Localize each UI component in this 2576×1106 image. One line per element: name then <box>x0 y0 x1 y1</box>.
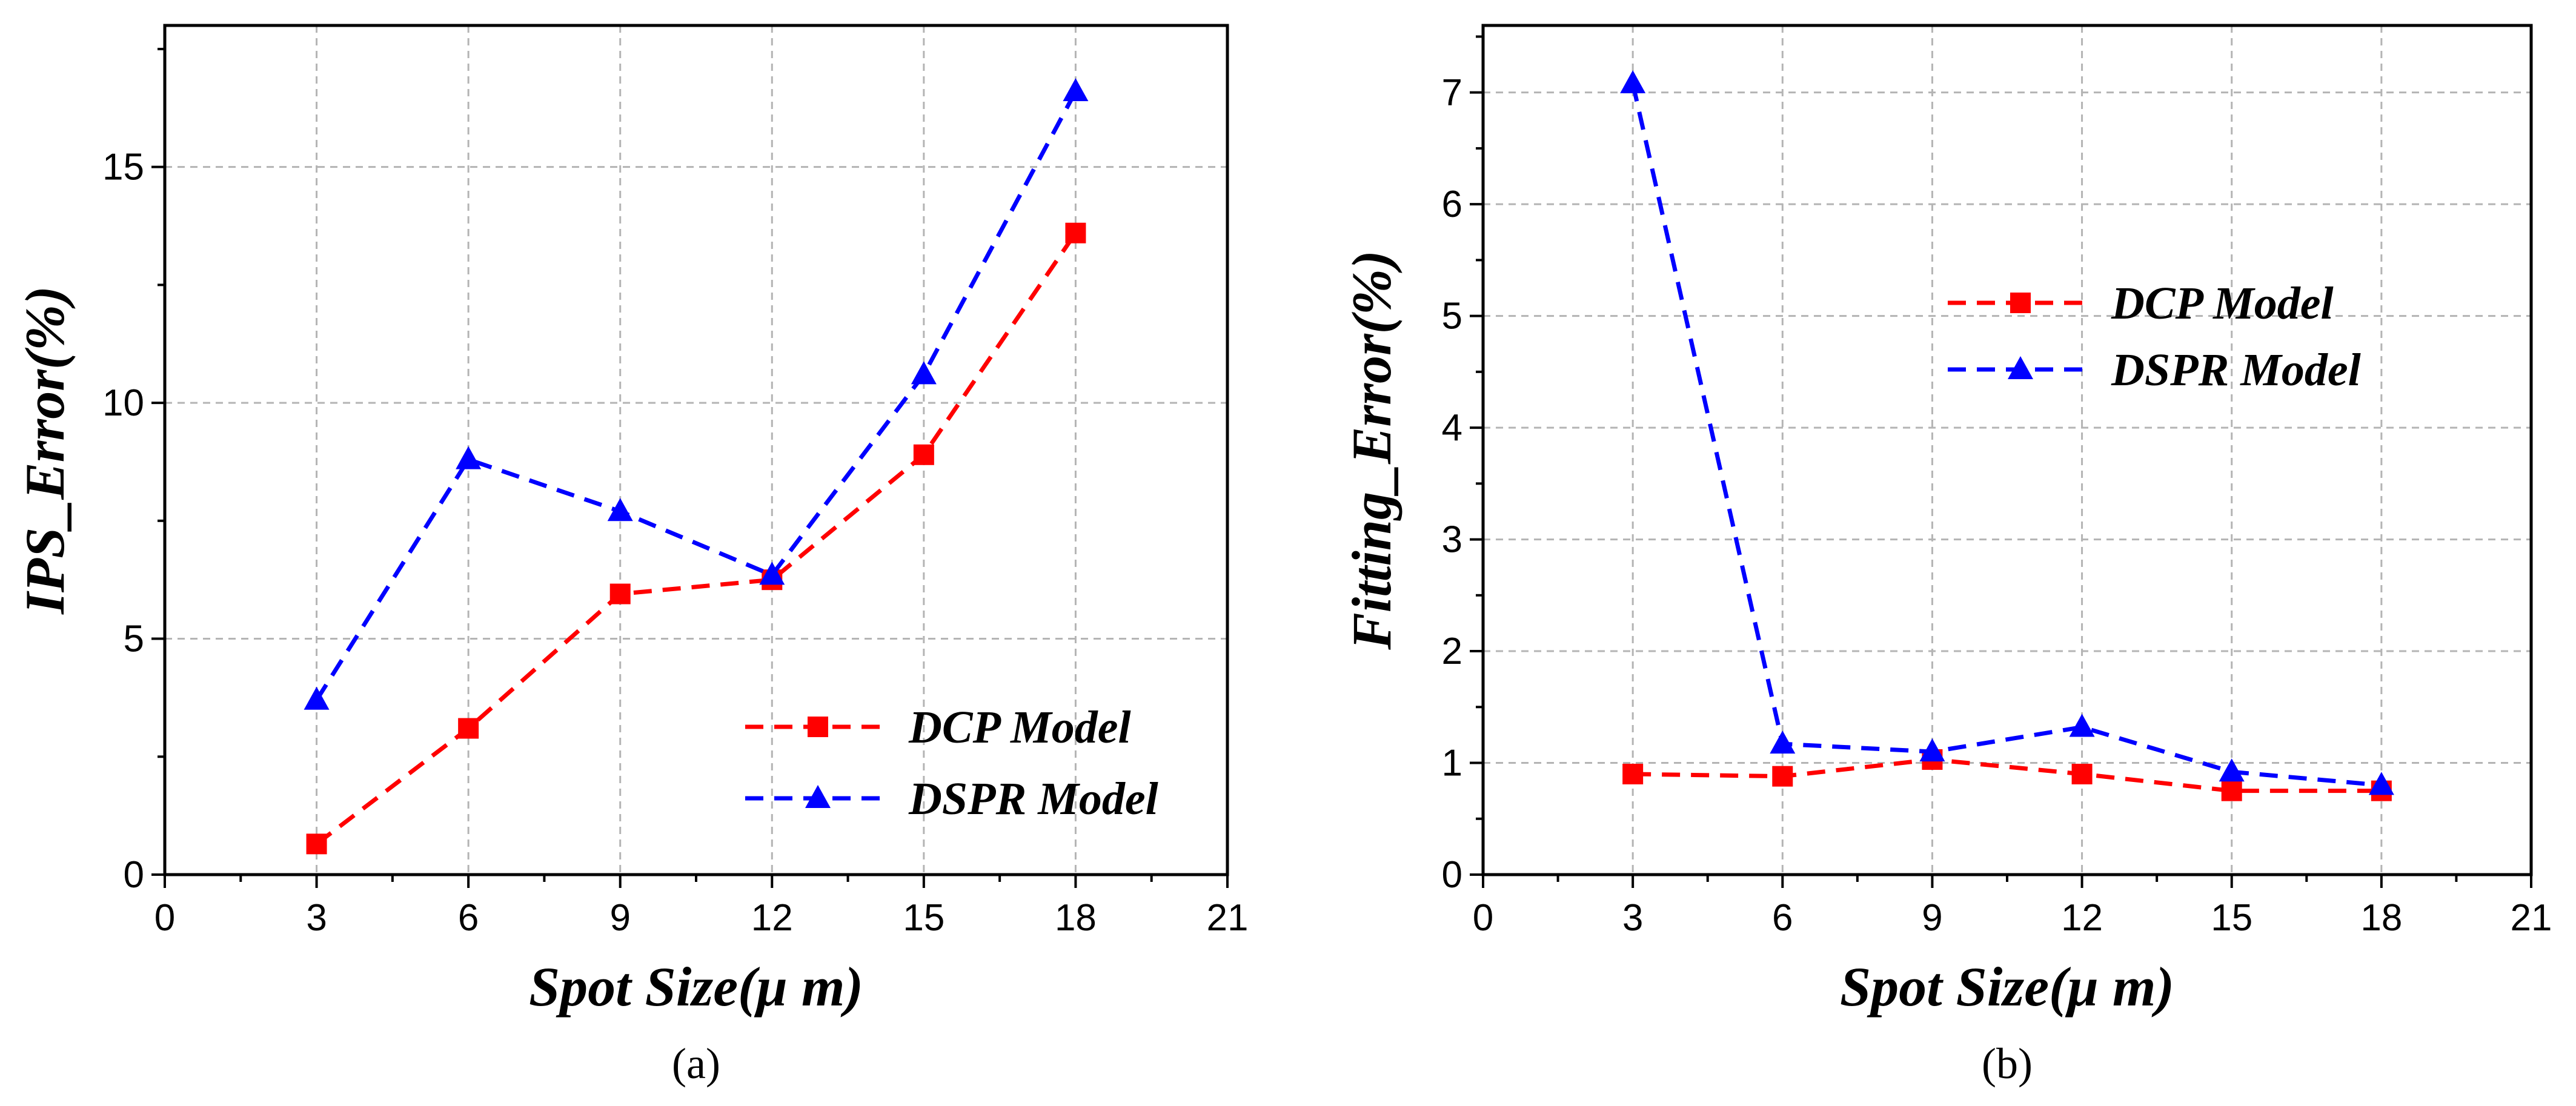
x-tick-label: 21 <box>2511 897 2552 939</box>
x-tick-label: 18 <box>1055 897 1097 939</box>
y-tick-label: 4 <box>1442 407 1462 449</box>
legend-b: DCP Model DSPR Model <box>1948 278 2361 396</box>
y-tick-label: 0 <box>124 854 144 896</box>
y-tick-label: 5 <box>124 618 144 660</box>
y-axis-title-b: Fitting_Error(%) <box>1341 250 1403 650</box>
data-point <box>306 833 327 855</box>
y-axis-title-a: IPS_Error(%) <box>14 286 76 615</box>
series-line <box>315 231 1078 846</box>
chart-panel-a: 0 3 6 9 12 15 18 21 0 5 10 15 DCP Model DSPR Model S… <box>14 24 1249 1088</box>
x-tick-label: 6 <box>1772 897 1793 939</box>
data-point <box>1770 730 1796 754</box>
legend-label: DSPR Model <box>908 773 1158 824</box>
legend-marker <box>2010 293 2031 313</box>
x-tick-label: 15 <box>903 897 944 939</box>
data-point <box>1772 766 1793 787</box>
data-point <box>1065 222 1086 243</box>
legend-label: DSPR Model <box>2111 345 2361 396</box>
legend-marker <box>2008 356 2033 379</box>
x-tick-label: 12 <box>751 897 793 939</box>
plot-frame-b <box>1481 24 2533 876</box>
x-tick-label: 6 <box>458 897 479 939</box>
x-axis-title-a: Spot Size(μ m) <box>529 956 863 1018</box>
data-point <box>456 446 482 469</box>
y-tick-label: 10 <box>102 382 144 424</box>
legend-label: DCP Model <box>2111 278 2334 329</box>
series-line <box>1630 83 2382 787</box>
x-tick-label: 12 <box>2061 897 2103 939</box>
data-point <box>2069 714 2095 737</box>
data-point <box>911 361 937 385</box>
legend-marker <box>808 717 828 737</box>
legend-marker <box>805 785 831 808</box>
data-point <box>1622 763 1644 784</box>
panel-label-b: (b) <box>1982 1039 2033 1088</box>
y-tick-label: 3 <box>1442 519 1462 561</box>
x-tick-label: 0 <box>1473 897 1493 939</box>
y-tick-label: 6 <box>1442 184 1462 225</box>
data-point <box>1620 70 1646 93</box>
x-tick-label: 0 <box>154 897 175 939</box>
data-point <box>2368 772 2394 795</box>
data-point <box>2071 763 2093 784</box>
data-point <box>759 561 785 585</box>
data-point <box>1919 738 1945 762</box>
data-point <box>304 686 330 710</box>
y-tick-label: 5 <box>1442 296 1462 337</box>
y-tick-label: 0 <box>1442 854 1462 896</box>
data-point <box>458 718 479 739</box>
data-point <box>913 444 934 465</box>
x-tick-label: 9 <box>1922 897 1942 939</box>
y-tick-label: 1 <box>1442 743 1462 784</box>
panel-label-a: (a) <box>672 1039 720 1088</box>
data-point <box>2221 780 2242 801</box>
y-tick-label: 15 <box>102 147 144 188</box>
x-axis-title-b: Spot Size(μ m) <box>1840 956 2174 1018</box>
y-tick-label: 7 <box>1442 72 1462 114</box>
legend-a: DCP Model DSPR Model <box>745 702 1158 824</box>
x-tick-label: 3 <box>306 897 327 939</box>
data-point <box>1063 78 1089 102</box>
x-tick-label: 15 <box>2211 897 2252 939</box>
series-line <box>1633 757 2382 793</box>
data-point <box>609 583 631 604</box>
x-tick-label: 9 <box>609 897 630 939</box>
y-tick-label: 2 <box>1442 631 1462 672</box>
x-tick-label: 21 <box>1207 897 1249 939</box>
data-point <box>607 498 633 522</box>
data-point <box>2219 758 2245 782</box>
legend-label: DCP Model <box>908 702 1131 753</box>
x-tick-label: 18 <box>2360 897 2402 939</box>
x-tick-label: 3 <box>1622 897 1643 939</box>
series-line <box>314 90 1078 701</box>
